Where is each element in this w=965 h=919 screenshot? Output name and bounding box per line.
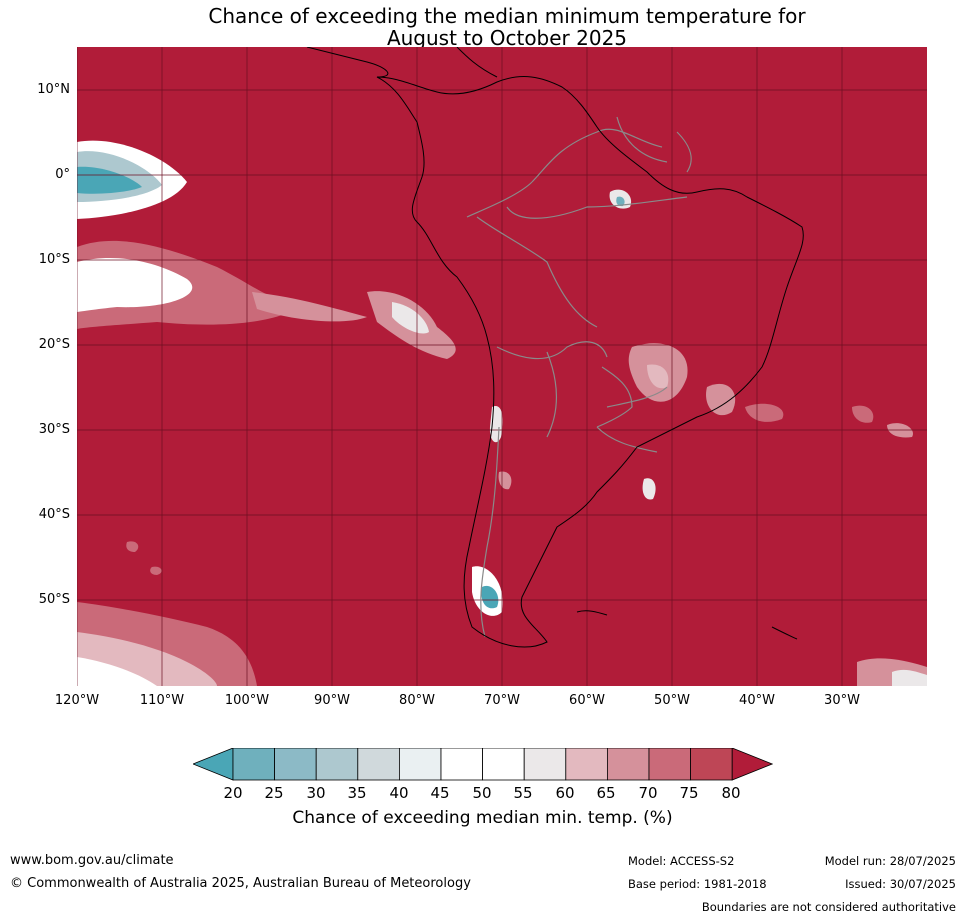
lat-label-10n: 10°N bbox=[37, 82, 70, 97]
legend-tick: 50 bbox=[472, 784, 492, 802]
legend-tick: 70 bbox=[638, 784, 658, 802]
map-graphics bbox=[77, 47, 927, 686]
legend-swatch bbox=[398, 748, 442, 781]
lat-label-50s: 50°S bbox=[38, 592, 70, 607]
legend-swatch bbox=[440, 748, 483, 781]
lat-label-0: 0° bbox=[55, 167, 70, 182]
lon-label-70w: 70°W bbox=[484, 693, 520, 708]
legend-tick: 45 bbox=[430, 784, 450, 802]
legend-swatch bbox=[315, 748, 359, 781]
legend-tick: 60 bbox=[555, 784, 575, 802]
legend-swatch bbox=[232, 748, 275, 781]
lon-label-80w: 80°W bbox=[399, 693, 435, 708]
footer-copyright: © Commonwealth of Australia 2025, Austra… bbox=[10, 876, 471, 891]
graticule bbox=[77, 47, 927, 686]
lon-label-60w: 60°W bbox=[569, 693, 605, 708]
footer-model: Model: ACCESS-S2 bbox=[628, 854, 735, 868]
legend-tick: 65 bbox=[596, 784, 616, 802]
lon-label-100w: 100°W bbox=[224, 693, 270, 708]
legend-tick: 80 bbox=[721, 784, 741, 802]
legend-swatch bbox=[523, 748, 567, 781]
legend-tick: 30 bbox=[306, 784, 326, 802]
legend-swatch bbox=[690, 748, 733, 781]
footer-base-period: Base period: 1981-2018 bbox=[628, 877, 767, 891]
legend-tick: 55 bbox=[513, 784, 533, 802]
coastlines bbox=[306, 47, 804, 648]
lat-label-20s: 20°S bbox=[38, 337, 70, 352]
legend-swatch bbox=[357, 748, 400, 781]
legend-swatch bbox=[565, 748, 608, 781]
legend-tick: 35 bbox=[347, 784, 367, 802]
lon-label-50w: 50°W bbox=[654, 693, 690, 708]
legend-extend-low bbox=[193, 748, 234, 781]
lon-label-40w: 40°W bbox=[739, 693, 775, 708]
forecast-map bbox=[77, 47, 927, 686]
title-line-2: August to October 2025 bbox=[386, 26, 628, 50]
legend-tick: 25 bbox=[264, 784, 284, 802]
legend-tick: 20 bbox=[223, 784, 243, 802]
legend-swatch bbox=[274, 748, 317, 781]
legend-label: Chance of exceeding median min. temp. (%… bbox=[292, 808, 673, 828]
legend-tick: 75 bbox=[679, 784, 699, 802]
lat-label-30s: 30°S bbox=[38, 422, 70, 437]
footer-url: www.bom.gov.au/climate bbox=[10, 853, 174, 868]
probability-contours bbox=[77, 140, 927, 686]
footer-model-run: Model run: 28/07/2025 bbox=[824, 854, 956, 868]
country-boundaries bbox=[466, 116, 692, 638]
legend-swatch bbox=[482, 748, 525, 781]
legend-swatch bbox=[648, 748, 691, 781]
lon-label-120w: 120°W bbox=[54, 693, 100, 708]
title-line-1: Chance of exceeding the median minimum t… bbox=[208, 4, 806, 28]
lat-label-10s: 10°S bbox=[38, 252, 70, 267]
lon-label-110w: 110°W bbox=[139, 693, 185, 708]
lat-label-40s: 40°S bbox=[38, 507, 70, 522]
legend-extend-high bbox=[731, 748, 773, 781]
footer-boundaries-note: Boundaries are not considered authoritat… bbox=[701, 900, 956, 914]
lon-label-30w: 30°W bbox=[824, 693, 860, 708]
legend-tick: 40 bbox=[389, 784, 409, 802]
legend-colorbar bbox=[193, 748, 773, 781]
chart-title: Chance of exceeding the median minimum t… bbox=[0, 5, 965, 49]
south-america-coast bbox=[376, 76, 804, 648]
footer-issued: Issued: 30/07/2025 bbox=[845, 877, 956, 891]
legend-swatch bbox=[606, 748, 650, 781]
lon-label-90w: 90°W bbox=[314, 693, 350, 708]
